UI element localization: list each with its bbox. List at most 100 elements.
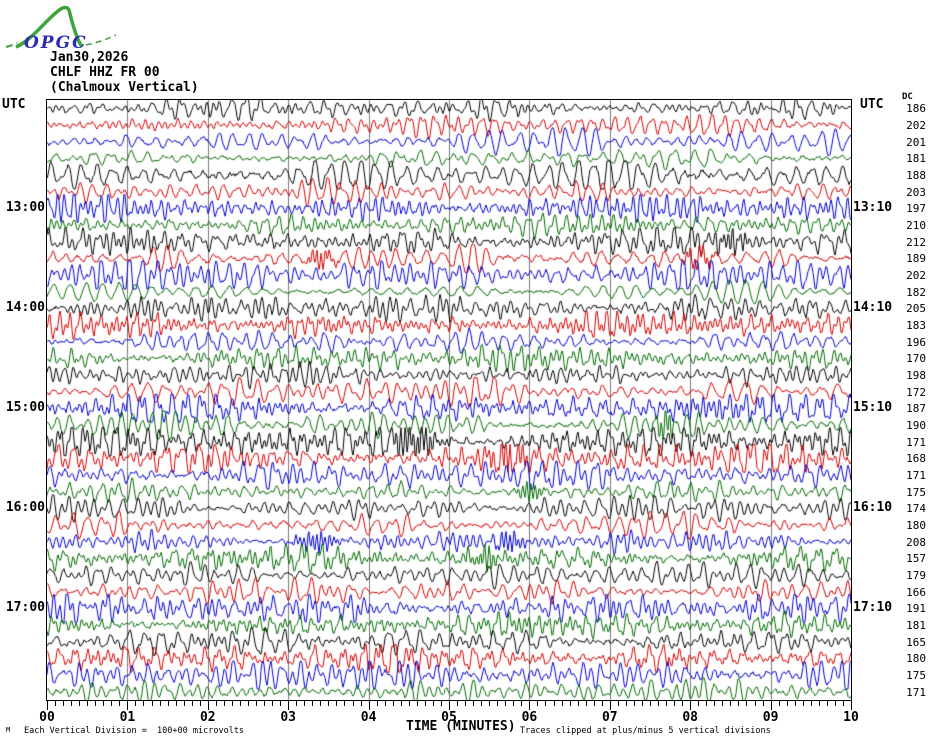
- dc-value: 205: [906, 302, 926, 316]
- x-axis-minor-tick: [312, 701, 314, 706]
- x-axis-minor-tick: [63, 701, 65, 706]
- dc-value: 180: [906, 652, 926, 666]
- dc-value: 187: [906, 402, 926, 416]
- hour-label-right: 15:10: [853, 400, 893, 416]
- x-axis-tick-label: 04: [360, 710, 377, 725]
- hour-label-left: 17:00: [5, 600, 45, 616]
- dc-value: 191: [906, 602, 926, 616]
- x-axis-minor-tick: [465, 701, 467, 706]
- x-axis-minor-tick: [95, 701, 97, 706]
- dc-value: 171: [906, 685, 926, 699]
- dc-value: 188: [906, 169, 926, 182]
- x-axis-minor-tick: [432, 701, 434, 706]
- x-axis-major-tick: [851, 701, 852, 710]
- x-axis-tick-label: 09: [762, 710, 779, 725]
- x-axis-minor-tick: [489, 701, 491, 706]
- x-axis-minor-tick: [545, 701, 547, 706]
- corner-mark: M: [6, 726, 11, 734]
- x-axis-minor-tick: [223, 701, 225, 706]
- logo-text: OPGC: [24, 33, 88, 53]
- x-axis-minor-tick: [666, 701, 668, 706]
- dc-column-header: DC: [902, 92, 913, 102]
- x-axis-minor-tick: [400, 701, 402, 706]
- dc-value: 202: [906, 269, 926, 282]
- x-axis-major-tick: [288, 701, 290, 710]
- x-axis-minor-tick: [272, 701, 274, 706]
- x-axis-tick-label: 07: [601, 710, 618, 725]
- x-axis-minor-tick: [722, 701, 724, 706]
- x-axis-tick-label: 00: [39, 710, 55, 725]
- x-axis-major-tick: [529, 701, 531, 710]
- utc-label-right: UTC: [860, 97, 884, 112]
- x-axis-minor-tick: [706, 701, 708, 706]
- helicorder-plot-area: [46, 99, 852, 701]
- dc-value: 171: [906, 435, 926, 449]
- x-axis-minor-tick: [328, 701, 330, 706]
- x-axis-minor-tick: [264, 701, 266, 706]
- x-axis-minor-tick: [151, 701, 153, 706]
- helicorder-traces-canvas: [47, 100, 851, 700]
- dc-value: 198: [906, 369, 926, 382]
- x-axis-minor-tick: [794, 701, 796, 706]
- x-axis-minor-tick: [505, 701, 507, 706]
- dc-value: 181: [906, 152, 926, 166]
- x-axis-minor-tick: [167, 701, 169, 706]
- x-axis-minor-tick: [416, 701, 418, 706]
- x-axis-minor-tick: [593, 701, 595, 706]
- x-axis-minor-tick: [641, 701, 643, 706]
- x-axis-tick-label: 02: [199, 710, 216, 725]
- hour-label-left: 14:00: [5, 300, 45, 316]
- x-axis-minor-tick: [577, 701, 579, 706]
- x-axis-minor-tick: [55, 701, 57, 706]
- x-axis-minor-tick: [537, 701, 539, 706]
- dc-value: 189: [906, 252, 926, 266]
- x-axis-minor-tick: [625, 701, 627, 706]
- x-axis-minor-tick: [111, 701, 113, 706]
- x-axis-minor-tick: [143, 701, 145, 706]
- x-axis-minor-tick: [810, 701, 812, 706]
- x-axis-minor-tick: [135, 701, 137, 706]
- x-axis-minor-tick: [682, 701, 684, 706]
- dc-value: 190: [906, 419, 926, 432]
- x-axis-minor-tick: [513, 701, 515, 706]
- logo-dash-left: [5, 42, 18, 48]
- x-axis-minor-tick: [585, 701, 587, 706]
- footer-scale-note: Each Vertical Division = 100+00 microvol…: [24, 726, 245, 736]
- x-axis-minor-tick: [199, 701, 201, 706]
- x-axis-minor-tick: [674, 701, 676, 706]
- dc-value: 165: [906, 635, 926, 649]
- x-axis-minor-tick: [360, 701, 362, 706]
- x-axis-minor-tick: [183, 701, 185, 706]
- dc-value: 172: [906, 385, 926, 399]
- x-axis-minor-tick: [553, 701, 555, 706]
- x-axis-minor-tick: [818, 701, 820, 706]
- x-axis-minor-tick: [231, 701, 233, 706]
- x-axis-major-tick: [449, 701, 450, 710]
- x-axis-minor-tick: [650, 701, 651, 706]
- hour-label-right: 13:10: [853, 200, 893, 216]
- dc-value: 181: [906, 619, 926, 632]
- x-axis-minor-tick: [497, 701, 499, 706]
- dc-value: 182: [906, 285, 926, 299]
- x-axis-title: TIME (MINUTES): [406, 719, 516, 734]
- x-axis-minor-tick: [481, 701, 483, 706]
- x-axis-minor-tick: [569, 701, 571, 706]
- dc-value: 183: [906, 319, 926, 332]
- opgc-logo: OPGC: [5, 5, 117, 53]
- x-axis-minor-tick: [296, 701, 298, 706]
- x-axis-minor-tick: [762, 701, 764, 706]
- dc-value: 210: [906, 219, 926, 232]
- dc-value: 212: [906, 235, 926, 249]
- x-axis-minor-tick: [440, 701, 442, 706]
- x-axis-minor-tick: [344, 701, 346, 706]
- x-axis-minor-tick: [336, 701, 338, 706]
- dc-value: 203: [906, 185, 926, 199]
- x-axis-minor-tick: [473, 701, 475, 706]
- x-axis-minor-tick: [633, 701, 635, 706]
- x-axis-minor-tick: [87, 701, 89, 706]
- x-axis-minor-tick: [834, 701, 836, 706]
- x-axis-minor-tick: [754, 701, 756, 706]
- x-axis-minor-tick: [256, 701, 258, 706]
- x-axis-minor-tick: [714, 701, 716, 706]
- x-axis-minor-tick: [71, 701, 73, 706]
